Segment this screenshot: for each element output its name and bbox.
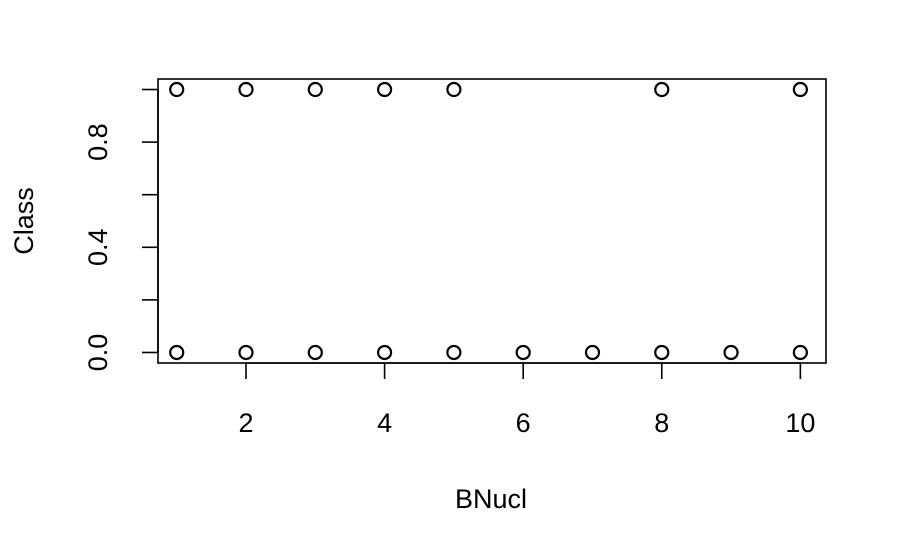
data-point: [307, 81, 323, 98]
data-point: [376, 81, 393, 98]
data-point: [307, 344, 323, 361]
data-point: [584, 344, 601, 361]
data-point: [446, 81, 462, 98]
y-axis: 0.0 0.4 0.8: [83, 88, 159, 372]
data-point: [169, 81, 185, 98]
data-point: [654, 81, 670, 98]
data-points: [169, 81, 808, 361]
y-tick-label: 0.8: [83, 123, 113, 161]
x-tick-label: 2: [238, 408, 253, 438]
data-point: [446, 344, 462, 361]
data-point: [238, 344, 254, 361]
data-point: [723, 344, 739, 361]
data-point: [654, 344, 670, 361]
data-point: [515, 344, 531, 361]
x-tick-label: 6: [516, 408, 531, 438]
x-tick-label: 4: [377, 408, 392, 438]
data-point: [792, 344, 808, 361]
x-tick-label: 8: [654, 408, 669, 438]
x-axis-label: BNucl: [455, 484, 527, 514]
y-tick-label: 0.4: [83, 229, 113, 267]
plot-frame: [157, 78, 827, 364]
y-axis-label: Class: [9, 187, 39, 255]
data-point: [169, 344, 185, 361]
data-point: [792, 81, 808, 98]
y-tick-label: 0.0: [83, 334, 113, 372]
data-point: [376, 344, 393, 361]
data-point: [238, 81, 254, 98]
x-tick-label: 10: [785, 408, 815, 438]
x-axis: 2 4 6 8 10: [238, 362, 815, 438]
